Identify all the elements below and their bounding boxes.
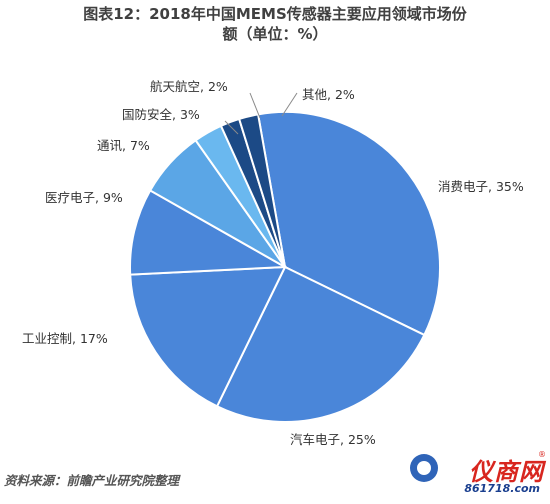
pie-slice-4: [129, 189, 289, 276]
pie-slice-2: [215, 265, 426, 423]
slice-label-5: 通讯, 7%: [97, 138, 150, 153]
slice-labels: 消费电子, 35% 汽车电子, 25% 工业控制, 17% 医疗电子, 9% 通讯, 7…: [22, 79, 524, 447]
pie-slice-3: [129, 265, 287, 408]
slice-label-6: 国防安全, 3%: [122, 107, 200, 122]
logo-domain-text: 861718.com: [464, 482, 540, 495]
pie-slices: [129, 111, 441, 423]
source-note: 资料来源：前瞻产业研究院整理: [4, 473, 180, 488]
logo-brand-text: 仪商网: [469, 457, 544, 486]
slice-label-4: 医疗电子, 9%: [45, 190, 123, 205]
slice-label-2: 汽车电子, 25%: [290, 432, 376, 447]
logo-emblem-icon: [410, 454, 438, 482]
chart-title-line1: 图表12：2018年中国MEMS传感器主要应用领域市场份: [83, 5, 467, 23]
slice-label-1: 消费电子, 35%: [438, 179, 524, 194]
leader-line-8: [281, 92, 298, 117]
brand-logo: 仪商网 ® 861718.com: [406, 450, 546, 500]
leader-lines: [224, 92, 298, 135]
slice-label-7: 航天航空, 2%: [150, 79, 228, 94]
leader-line-7: [249, 92, 261, 119]
logo-registered-mark: ®: [538, 450, 546, 459]
slice-label-3: 工业控制, 17%: [22, 331, 108, 346]
slice-label-8: 其他, 2%: [302, 87, 355, 102]
pie-slice-1: [256, 111, 441, 337]
chart-title: 图表12：2018年中国MEMS传感器主要应用领域市场份 额（单位：%）: [0, 4, 550, 44]
chart-title-line2: 额（单位：%）: [222, 25, 328, 43]
leader-line-6: [224, 120, 239, 135]
